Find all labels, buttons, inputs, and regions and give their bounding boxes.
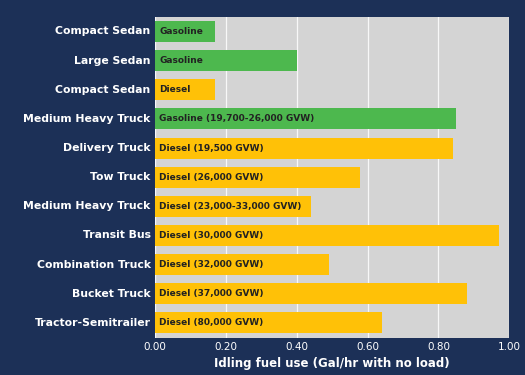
Text: Diesel: Diesel [159,85,191,94]
Text: Compact Sedan: Compact Sedan [56,27,151,36]
Bar [155,196,311,217]
Bar [155,50,297,71]
Text: Delivery Truck: Delivery Truck [63,143,151,153]
Text: Compact Sedan: Compact Sedan [56,85,151,95]
Text: Medium Heavy Truck: Medium Heavy Truck [24,201,151,211]
Text: Tractor-Semitrailer: Tractor-Semitrailer [35,318,151,328]
Text: Bucket Truck: Bucket Truck [72,289,151,299]
Text: Combination Truck: Combination Truck [37,260,151,270]
Bar [155,312,382,333]
Bar [155,167,360,188]
Text: Diesel (19,500 GVW): Diesel (19,500 GVW) [159,144,264,153]
Bar [155,108,456,129]
Bar [155,225,499,246]
Bar [155,21,215,42]
Text: Gasoline: Gasoline [159,56,203,65]
Text: Gasoline (19,700-26,000 GVW): Gasoline (19,700-26,000 GVW) [159,114,314,123]
Text: Diesel (80,000 GVW): Diesel (80,000 GVW) [159,318,264,327]
Text: Gasoline: Gasoline [159,27,203,36]
Text: Diesel (37,000 GVW): Diesel (37,000 GVW) [159,289,264,298]
Text: Diesel (23,000-33,000 GVW): Diesel (23,000-33,000 GVW) [159,202,301,211]
Text: Diesel (30,000 GVW): Diesel (30,000 GVW) [159,231,264,240]
Text: Diesel (32,000 GVW): Diesel (32,000 GVW) [159,260,264,269]
Bar [155,283,467,304]
Text: Medium Heavy Truck: Medium Heavy Truck [24,114,151,124]
Bar [155,254,329,275]
Text: Tow Truck: Tow Truck [90,172,151,182]
Bar [155,138,453,159]
Text: Diesel (26,000 GVW): Diesel (26,000 GVW) [159,172,264,182]
Text: Large Sedan: Large Sedan [74,56,151,66]
Text: Transit Bus: Transit Bus [82,231,151,240]
Bar [155,79,215,100]
X-axis label: Idling fuel use (Gal/hr with no load): Idling fuel use (Gal/hr with no load) [214,357,450,370]
